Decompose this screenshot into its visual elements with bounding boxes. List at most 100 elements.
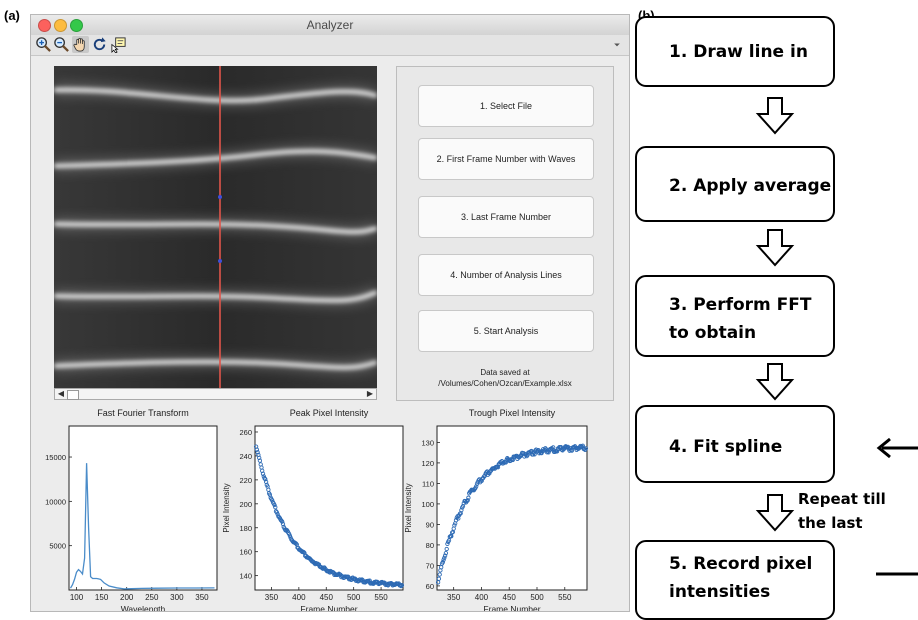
- last-frame-button[interactable]: 3. Last Frame Number: [418, 196, 594, 238]
- wave-image: [54, 66, 377, 388]
- title-bar: Analyzer: [31, 15, 629, 36]
- x-tick-label: 100: [70, 593, 84, 602]
- repeat-label-line2: the last: [798, 514, 863, 532]
- data-point: [443, 550, 449, 556]
- data-point: [442, 553, 448, 558]
- y-tick-label: 130: [421, 438, 434, 447]
- scroll-left-arrow-icon[interactable]: ◀: [57, 389, 65, 398]
- image-horizontal-scrollbar[interactable]: ◀ ▶: [54, 388, 377, 400]
- data-point: [551, 445, 556, 450]
- x-tick-label: 550: [558, 593, 572, 602]
- x-tick-label: 500: [530, 593, 544, 602]
- toolbar-overflow-icon[interactable]: [611, 36, 623, 53]
- x-tick-label: 350: [265, 593, 279, 602]
- x-axis-label: Wavelength: [121, 604, 166, 612]
- select-file-button[interactable]: 1. Select File: [418, 85, 594, 127]
- data-point: [336, 572, 341, 577]
- chart-title: Fast Fourier Transform: [97, 408, 189, 418]
- data-point: [503, 460, 508, 465]
- plot-area: [68, 425, 218, 591]
- y-tick-label: 140: [239, 572, 252, 581]
- flow-arrow-4-icon: [755, 494, 795, 532]
- data-point: [437, 572, 442, 577]
- panel-label-a: (a): [4, 8, 20, 23]
- flow-step-2-text: 2. Apply average: [669, 176, 832, 196]
- data-point: [365, 578, 371, 584]
- data-point: [280, 519, 285, 524]
- flow-arrow-1-icon: [755, 97, 795, 135]
- minimize-window-button[interactable]: [54, 19, 67, 32]
- pan-hand-icon[interactable]: [72, 36, 89, 53]
- data-point: [273, 505, 278, 510]
- peak-intensity-plot: Peak Pixel Intensity Frame Number Pixel In…: [222, 408, 405, 612]
- close-window-button[interactable]: [38, 19, 51, 32]
- zoom-window-button[interactable]: [70, 19, 83, 32]
- flow-arrow-2-icon: [755, 229, 795, 267]
- x-tick-label: 350: [195, 593, 209, 602]
- data-cursor-icon[interactable]: [110, 36, 127, 53]
- x-tick-label: 300: [170, 593, 184, 602]
- y-tick-label: 180: [239, 524, 252, 533]
- data-point: [465, 498, 470, 503]
- flow-step-3: 3. Perform FFT to obtain: [635, 275, 835, 357]
- x-tick-label: 550: [374, 593, 388, 602]
- flow-arrow-3-icon: [755, 363, 795, 401]
- x-tick-label: 450: [503, 593, 517, 602]
- scroll-thumb[interactable]: [67, 390, 79, 400]
- x-tick-label: 250: [145, 593, 159, 602]
- flow-step-1: 1. Draw line in: [635, 16, 835, 87]
- flow-step-4-text: 4. Fit spline: [669, 437, 783, 457]
- flow-step-3-text-line1: 3. Perform FFT: [669, 295, 812, 315]
- x-tick-label: 150: [95, 593, 109, 602]
- flow-step-5: 5. Record pixel intensities: [635, 540, 835, 620]
- rotate-icon[interactable]: [91, 36, 108, 53]
- x-tick-label: 450: [320, 593, 334, 602]
- zoom-out-icon[interactable]: [53, 36, 70, 53]
- y-tick-label: 15000: [45, 453, 66, 462]
- data-point: [583, 446, 589, 451]
- data-point: [257, 458, 263, 463]
- loop-return-line: [876, 572, 918, 576]
- y-tick-label: 260: [239, 428, 252, 437]
- loop-back-arrow-icon: [876, 437, 918, 459]
- y-tick-label: 70: [426, 561, 434, 570]
- analyzer-window: Analyzer: [30, 14, 630, 612]
- data-point: [398, 583, 404, 589]
- trough-intensity-plot: Trough Pixel Intensity Frame Number Pixel …: [404, 408, 589, 612]
- data-point: [466, 495, 471, 500]
- x-tick-label: 350: [447, 593, 461, 602]
- figure-toolbar: [31, 35, 629, 56]
- start-analysis-button[interactable]: 5. Start Analysis: [418, 310, 594, 352]
- y-axis-label: Pixel Intensity: [222, 483, 231, 532]
- data-point: [260, 471, 266, 476]
- scroll-right-arrow-icon[interactable]: ▶: [366, 389, 374, 398]
- flow-step-5-text-line2: intensities: [669, 582, 771, 602]
- flow-step-5-text-line1: 5. Record pixel: [669, 554, 813, 574]
- data-point: [301, 550, 306, 555]
- data-point: [459, 507, 464, 513]
- x-axis-label: Frame Number: [300, 604, 357, 612]
- saved-status-line1: Data saved at: [480, 368, 530, 377]
- y-tick-label: 100: [421, 500, 434, 509]
- control-panel: 1. Select File 2. First Frame Number wit…: [396, 66, 614, 401]
- data-point: [464, 498, 470, 504]
- data-point: [255, 450, 260, 455]
- window-title: Analyzer: [306, 18, 354, 32]
- data-point: [263, 477, 268, 482]
- zoom-in-icon[interactable]: [35, 36, 52, 53]
- wave-image-view[interactable]: [54, 66, 377, 388]
- data-point: [516, 454, 521, 459]
- x-axis-label: Frame Number: [483, 604, 540, 612]
- analysis-lines-button[interactable]: 4. Number of Analysis Lines: [418, 254, 594, 296]
- first-frame-button[interactable]: 2. First Frame Number with Waves: [418, 138, 594, 180]
- plot-area: [254, 425, 404, 591]
- data-point: [445, 541, 450, 547]
- x-tick-label: 400: [475, 593, 489, 602]
- y-tick-label: 90: [426, 520, 434, 529]
- y-tick-label: 60: [426, 582, 434, 591]
- data-point: [399, 583, 405, 588]
- x-tick-label: 500: [347, 593, 361, 602]
- fft-plot: Fast Fourier Transform Wavelength 100 150 20…: [45, 408, 218, 612]
- flow-step-4: 4. Fit spline: [635, 405, 835, 483]
- data-point: [257, 455, 262, 461]
